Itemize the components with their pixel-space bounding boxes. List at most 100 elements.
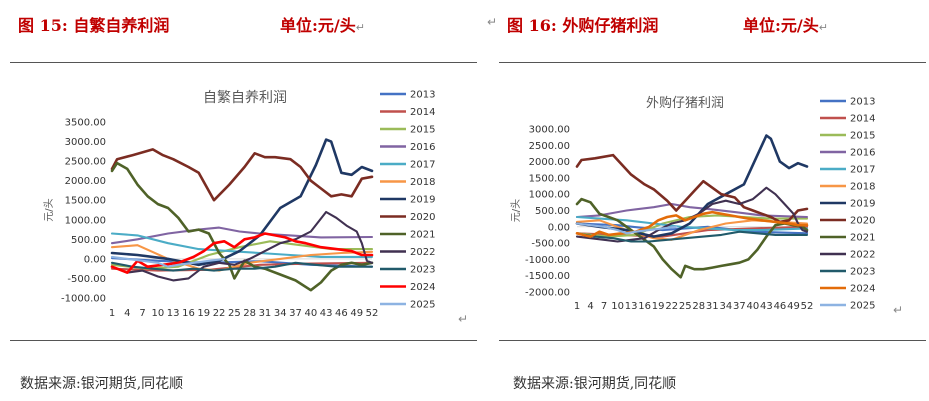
x-tick-label: 25 — [228, 308, 241, 319]
y-tick-label: 1000.00 — [65, 215, 106, 226]
y-tick-label: 2000.00 — [65, 176, 106, 187]
x-tick-label: 10 — [152, 308, 165, 319]
y-tick-label: 2000.00 — [529, 157, 570, 168]
legend-label-2016: 2016 — [410, 142, 435, 153]
series-line-2016 — [575, 202, 809, 219]
legend-label-2022: 2022 — [850, 250, 875, 261]
series-line-2019 — [575, 134, 809, 238]
left-chart: 自繁自养利润3500.003000.002500.002000.001500.0… — [43, 90, 435, 320]
left-figure-title: 自繁自养利润 — [73, 16, 170, 35]
return-mark: ↵ — [355, 21, 365, 34]
y-tick-label: 2500.00 — [529, 141, 570, 152]
left-source-note: 数据来源:银河期货,同花顺 — [20, 376, 184, 392]
x-tick-label: 10 — [611, 301, 624, 312]
chart-title: 自繁自养利润 — [203, 90, 287, 106]
y-tick-label: 500.00 — [535, 206, 570, 217]
y-tick-label: -2000.00 — [525, 288, 570, 299]
y-tick-label: 2500.00 — [65, 157, 106, 168]
x-tick-label: 13 — [625, 301, 638, 312]
x-tick-label: 19 — [197, 308, 210, 319]
x-tick-label: 28 — [243, 308, 256, 319]
right-top-rule — [499, 62, 926, 63]
x-tick-label: 28 — [692, 301, 705, 312]
x-tick-label: 1 — [109, 308, 115, 319]
y-axis-title: 元/头 — [43, 198, 55, 221]
right-source-note: 数据来源:银河期货,同花顺 — [513, 376, 677, 392]
x-tick-label: 52 — [801, 301, 814, 312]
left-unit-label: 单位:元/头↵ — [280, 16, 365, 35]
x-tick-label: 22 — [213, 308, 226, 319]
x-tick-label: 31 — [706, 301, 719, 312]
series-line-2025 — [575, 222, 678, 235]
right-figure-label: 图 16: — [507, 16, 557, 35]
y-tick-label: -500.00 — [531, 239, 570, 250]
legend-label-2020: 2020 — [850, 216, 875, 227]
left-bottom-rule — [10, 340, 477, 341]
series-line-2020 — [110, 148, 374, 202]
y-tick-label: 500.00 — [71, 235, 106, 246]
left-figure-label: 图 15: — [18, 16, 68, 35]
legend-label-2017: 2017 — [410, 160, 435, 171]
x-tick-label: 4 — [124, 308, 130, 319]
series-line-2022 — [575, 186, 809, 243]
x-tick-label: 34 — [719, 301, 732, 312]
series-line-2021 — [110, 161, 374, 292]
legend-label-2019: 2019 — [850, 199, 875, 210]
y-tick-label: 1500.00 — [65, 196, 106, 207]
series-line-2018 — [110, 244, 374, 272]
legend-label-2015: 2015 — [410, 125, 435, 136]
series-line-2017 — [575, 215, 809, 232]
legend-label-2014: 2014 — [850, 114, 875, 125]
left-figure-heading: 图 15: 自繁自养利润 — [18, 12, 169, 36]
y-tick-label: 3000.00 — [65, 137, 106, 148]
y-tick-label: 0.00 — [84, 254, 106, 265]
y-tick-label: -1000.00 — [61, 294, 106, 305]
x-tick-label: 7 — [139, 308, 145, 319]
x-tick-label: 25 — [679, 301, 692, 312]
y-tick-label: -1000.00 — [525, 255, 570, 266]
x-tick-label: 52 — [366, 308, 379, 319]
legend-label-2013: 2013 — [410, 90, 435, 101]
x-tick-label: 43 — [320, 308, 333, 319]
x-tick-label: 37 — [733, 301, 746, 312]
x-tick-label: 16 — [638, 301, 651, 312]
x-tick-label: 19 — [652, 301, 665, 312]
y-tick-label: -1500.00 — [525, 271, 570, 282]
right-chart: 外购仔猪利润3000.002500.002000.001500.001000.0… — [510, 95, 875, 312]
right-bottom-rule — [499, 340, 926, 341]
series-line-2023 — [575, 230, 809, 243]
series-line-2016 — [110, 226, 374, 245]
y-tick-label: 3500.00 — [65, 118, 106, 129]
return-mark: ↵ — [458, 312, 469, 326]
x-tick-label: 37 — [289, 308, 302, 319]
x-tick-label: 43 — [760, 301, 773, 312]
return-mark: ↵ — [487, 15, 498, 29]
legend-label-2022: 2022 — [410, 247, 435, 258]
x-tick-label: 31 — [259, 308, 272, 319]
y-tick-label: 1500.00 — [529, 173, 570, 184]
x-tick-label: 4 — [587, 301, 593, 312]
series-line-2023 — [110, 261, 374, 272]
legend-label-2024: 2024 — [410, 282, 435, 293]
legend-label-2013: 2013 — [850, 97, 875, 108]
y-tick-label: -500.00 — [67, 274, 106, 285]
y-tick-label: 3000.00 — [529, 125, 570, 136]
series-line-2025 — [110, 255, 226, 268]
x-tick-label: 49 — [350, 308, 363, 319]
series-line-2017 — [110, 232, 374, 258]
right-unit-label: 单位:元/头↵ — [743, 16, 828, 35]
legend-label-2025: 2025 — [410, 300, 435, 311]
right-figure-heading: 图 16: 外购仔猪利润 — [507, 12, 658, 36]
legend-label-2016: 2016 — [850, 148, 875, 159]
return-mark: ↵ — [818, 21, 828, 34]
left-top-rule — [10, 62, 477, 63]
x-tick-label: 7 — [601, 301, 607, 312]
x-tick-label: 16 — [182, 308, 195, 319]
x-tick-label: 34 — [274, 308, 287, 319]
legend-label-2014: 2014 — [410, 107, 435, 118]
x-tick-label: 46 — [335, 308, 348, 319]
legend-label-2021: 2021 — [410, 230, 435, 241]
series-line-2020 — [575, 153, 809, 224]
legend-label-2019: 2019 — [410, 195, 435, 206]
right-figure-title: 外购仔猪利润 — [562, 16, 659, 35]
